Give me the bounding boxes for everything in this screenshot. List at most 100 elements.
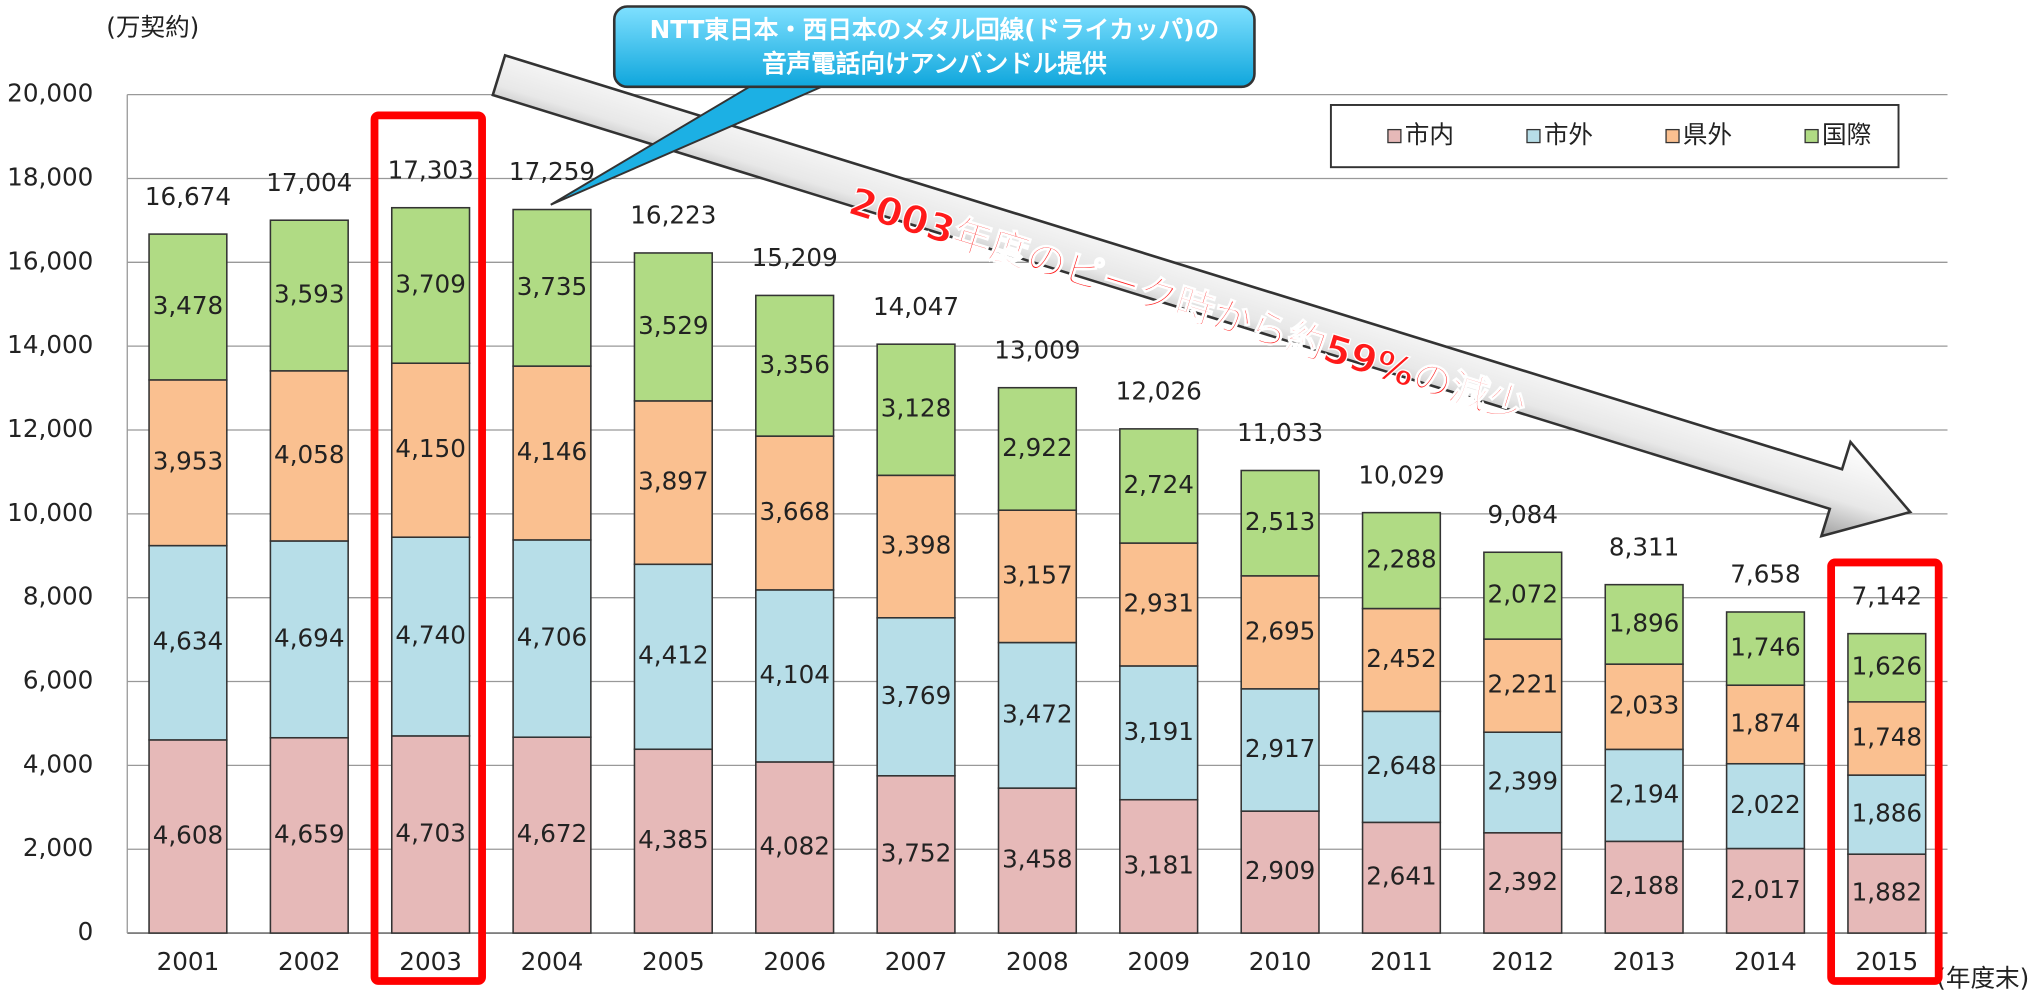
segment-label: 2,917 <box>1245 734 1315 763</box>
total-label: 13,009 <box>994 335 1080 364</box>
segment-label: 1,746 <box>1730 633 1800 662</box>
x-tick-label: 2002 <box>278 947 341 976</box>
y-tick-label: 14,000 <box>7 330 93 359</box>
total-label: 7,658 <box>1730 560 1800 589</box>
total-label: 10,029 <box>1358 460 1444 489</box>
y-tick-label: 8,000 <box>23 582 93 611</box>
segment-label: 3,668 <box>759 497 829 526</box>
segment-label: 3,529 <box>638 311 708 340</box>
callout-text: NTT東日本・西日本のメタル回線(ドライカッパ)の <box>650 15 1219 44</box>
segment-label: 4,694 <box>274 623 344 652</box>
segment-label: 3,897 <box>638 467 708 496</box>
x-tick-label: 2014 <box>1734 947 1797 976</box>
page: 02,0004,0006,0008,00010,00012,00014,0001… <box>0 0 2032 994</box>
segment-label: 4,659 <box>274 819 344 848</box>
segment-label: 3,458 <box>1002 845 1072 874</box>
segment-label: 4,082 <box>759 832 829 861</box>
total-label: 12,026 <box>1116 377 1202 406</box>
segment-label: 3,472 <box>1002 699 1072 728</box>
segment-label: 2,221 <box>1488 670 1558 699</box>
segment-label: 3,953 <box>153 447 223 476</box>
y-axis-label: (万契約) <box>106 13 199 42</box>
y-tick-label: 18,000 <box>7 162 93 191</box>
segment-label: 4,104 <box>759 660 829 689</box>
segment-label: 3,191 <box>1124 717 1194 746</box>
segment-label: 4,672 <box>517 819 587 848</box>
segment-label: 4,608 <box>153 820 223 849</box>
segment-label: 3,593 <box>274 280 344 309</box>
total-label: 15,209 <box>752 243 838 272</box>
segment-label: 2,724 <box>1124 470 1194 499</box>
total-label: 17,259 <box>509 157 595 186</box>
x-tick-label: 2011 <box>1370 947 1433 976</box>
y-tick-label: 4,000 <box>23 749 93 778</box>
total-label: 16,674 <box>145 182 231 211</box>
legend: 市内 市外 県外 国際 <box>1331 105 1899 167</box>
legend-label: 国際 <box>1822 120 1871 149</box>
x-tick-label: 2013 <box>1613 947 1676 976</box>
segment-label: 3,128 <box>881 394 951 423</box>
segment-label: 1,882 <box>1852 878 1922 907</box>
segment-label: 1,896 <box>1609 608 1679 637</box>
x-tick-label: 2004 <box>521 947 584 976</box>
segment-label: 4,412 <box>638 641 708 670</box>
y-tick-label: 2,000 <box>23 833 93 862</box>
total-label: 9,084 <box>1488 500 1558 529</box>
segment-label: 2,909 <box>1245 856 1315 885</box>
segment-label: 3,356 <box>759 350 829 379</box>
y-tick-label: 0 <box>78 917 94 946</box>
segment-label: 2,017 <box>1730 875 1800 904</box>
legend-swatch <box>1805 130 1818 143</box>
total-label: 11,033 <box>1237 418 1323 447</box>
legend-label: 市外 <box>1544 120 1593 149</box>
segment-label: 4,706 <box>517 623 587 652</box>
x-tick-label: 2008 <box>1006 947 1069 976</box>
total-label: 7,142 <box>1852 581 1922 610</box>
segment-label: 3,478 <box>153 291 223 320</box>
segment-label: 2,288 <box>1366 545 1436 574</box>
y-tick-label: 6,000 <box>23 666 93 695</box>
legend-swatch <box>1527 130 1540 143</box>
segment-label: 3,157 <box>1002 560 1072 589</box>
segment-label: 3,752 <box>881 838 951 867</box>
callout-text: 音声電話向けアンバンドル提供 <box>762 49 1107 78</box>
legend-label: 市内 <box>1405 120 1454 149</box>
y-tick-label: 12,000 <box>7 414 93 443</box>
segment-label: 2,695 <box>1245 616 1315 645</box>
x-tick-label: 2010 <box>1249 947 1312 976</box>
total-label: 14,047 <box>873 292 959 321</box>
segment-label: 2,648 <box>1366 751 1436 780</box>
segment-label: 3,709 <box>395 269 465 298</box>
x-axis-label: (年度末) <box>1936 964 2029 993</box>
segment-label: 2,022 <box>1730 790 1800 819</box>
chart: 02,0004,0006,0008,00010,00012,00014,0001… <box>0 0 2032 994</box>
x-tick-label: 2006 <box>763 947 826 976</box>
legend-label: 県外 <box>1683 120 1732 149</box>
segment-label: 3,735 <box>517 272 587 301</box>
segment-label: 4,703 <box>395 818 465 847</box>
segment-label: 2,513 <box>1245 507 1315 536</box>
segment-label: 3,181 <box>1124 850 1194 879</box>
segment-label: 1,626 <box>1852 652 1922 681</box>
segment-label: 3,769 <box>881 681 951 710</box>
segment-label: 2,392 <box>1488 867 1558 896</box>
segment-label: 2,452 <box>1366 644 1436 673</box>
total-label: 8,311 <box>1609 532 1679 561</box>
y-tick-label: 20,000 <box>7 79 93 108</box>
x-tick-label: 2012 <box>1491 947 1554 976</box>
total-label: 17,303 <box>388 155 474 184</box>
x-tick-label: 2001 <box>157 947 220 976</box>
segment-label: 4,634 <box>153 627 223 656</box>
segment-label: 4,150 <box>395 434 465 463</box>
x-tick-label: 2015 <box>1856 947 1919 976</box>
segment-label: 2,188 <box>1609 871 1679 900</box>
segment-label: 1,886 <box>1852 799 1922 828</box>
legend-swatch <box>1388 130 1401 143</box>
segment-label: 2,399 <box>1488 767 1558 796</box>
segment-label: 1,748 <box>1852 722 1922 751</box>
x-tick-label: 2007 <box>885 947 948 976</box>
segment-label: 2,931 <box>1124 589 1194 618</box>
segment-label: 2,194 <box>1609 779 1679 808</box>
segment-label: 4,058 <box>274 440 344 469</box>
segment-label: 4,385 <box>638 825 708 854</box>
